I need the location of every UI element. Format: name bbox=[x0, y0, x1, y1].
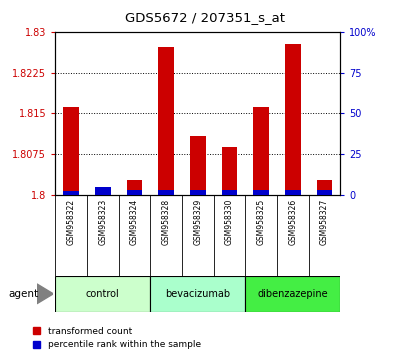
Text: dibenzazepine: dibenzazepine bbox=[257, 289, 327, 299]
Text: agent: agent bbox=[8, 289, 38, 299]
Bar bbox=[189, 136, 205, 195]
Text: GSM958324: GSM958324 bbox=[130, 199, 139, 245]
Polygon shape bbox=[37, 284, 53, 304]
Text: GSM958328: GSM958328 bbox=[161, 199, 170, 245]
Bar bbox=[253, 190, 268, 195]
Legend: transformed count, percentile rank within the sample: transformed count, percentile rank withi… bbox=[33, 327, 200, 349]
Bar bbox=[55, 276, 150, 312]
Bar bbox=[126, 190, 142, 195]
Bar bbox=[158, 47, 174, 195]
Bar bbox=[189, 190, 205, 195]
Bar bbox=[158, 190, 174, 195]
Text: GSM958325: GSM958325 bbox=[256, 199, 265, 245]
Bar bbox=[316, 190, 332, 195]
Bar bbox=[95, 187, 110, 195]
Bar bbox=[284, 44, 300, 195]
Text: GSM958330: GSM958330 bbox=[225, 199, 234, 245]
Bar bbox=[316, 179, 332, 195]
Text: GDS5672 / 207351_s_at: GDS5672 / 207351_s_at bbox=[125, 11, 284, 24]
Bar bbox=[221, 190, 237, 195]
Bar bbox=[284, 190, 300, 195]
Text: GSM958329: GSM958329 bbox=[193, 199, 202, 245]
Text: GSM958327: GSM958327 bbox=[319, 199, 328, 245]
Text: bevacizumab: bevacizumab bbox=[165, 289, 230, 299]
Text: control: control bbox=[86, 289, 119, 299]
Bar bbox=[95, 194, 110, 195]
Bar bbox=[221, 147, 237, 195]
Text: GSM958322: GSM958322 bbox=[67, 199, 76, 245]
Bar bbox=[253, 107, 268, 195]
Bar bbox=[245, 276, 339, 312]
Text: GSM958326: GSM958326 bbox=[288, 199, 297, 245]
Text: GSM958323: GSM958323 bbox=[98, 199, 107, 245]
Bar bbox=[63, 192, 79, 195]
Bar bbox=[126, 179, 142, 195]
Bar bbox=[150, 276, 245, 312]
Bar bbox=[63, 107, 79, 195]
